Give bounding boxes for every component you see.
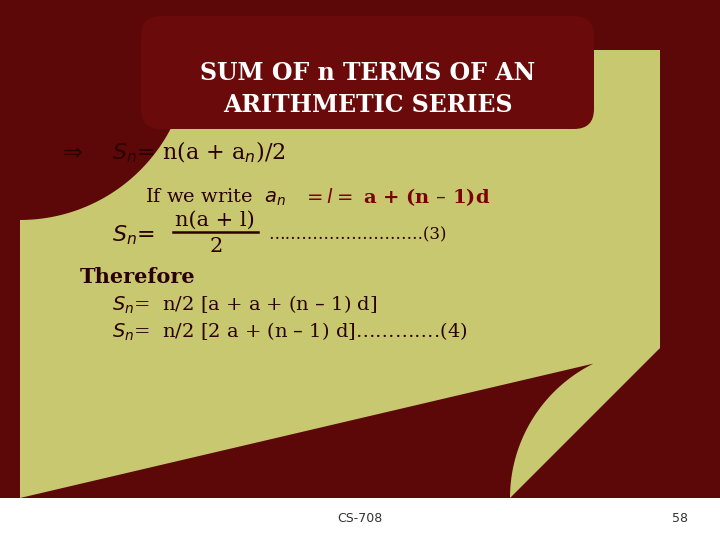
Text: n(a + l): n(a + l)	[175, 211, 255, 229]
Text: $S_n$= n(a + a$_n$)/2: $S_n$= n(a + a$_n$)/2	[112, 139, 286, 165]
Text: $= l = $ a + (n – 1)d: $= l = $ a + (n – 1)d	[303, 186, 490, 208]
Text: CS-708: CS-708	[338, 512, 382, 525]
Text: $S_n$=  n/2 [a + a + (n – 1) d]: $S_n$= n/2 [a + a + (n – 1) d]	[112, 294, 377, 316]
Text: SUM OF n TERMS OF AN: SUM OF n TERMS OF AN	[200, 61, 536, 85]
Text: ……………………….(3): ……………………….(3)	[268, 226, 446, 244]
Text: $S_n$=: $S_n$=	[112, 223, 155, 247]
FancyBboxPatch shape	[141, 16, 594, 129]
Polygon shape	[0, 498, 720, 540]
Text: $S_n$=  n/2 [2 a + (n – 1) d]………….(4): $S_n$= n/2 [2 a + (n – 1) d]………….(4)	[112, 321, 467, 343]
Polygon shape	[20, 50, 660, 498]
Text: $\Rightarrow$: $\Rightarrow$	[58, 140, 84, 164]
Text: If we write  $a_n$: If we write $a_n$	[145, 186, 287, 208]
Text: 58: 58	[672, 512, 688, 525]
Text: Therefore: Therefore	[80, 267, 196, 287]
Text: ARITHMETIC SERIES: ARITHMETIC SERIES	[223, 93, 513, 117]
Text: 2: 2	[210, 238, 223, 256]
